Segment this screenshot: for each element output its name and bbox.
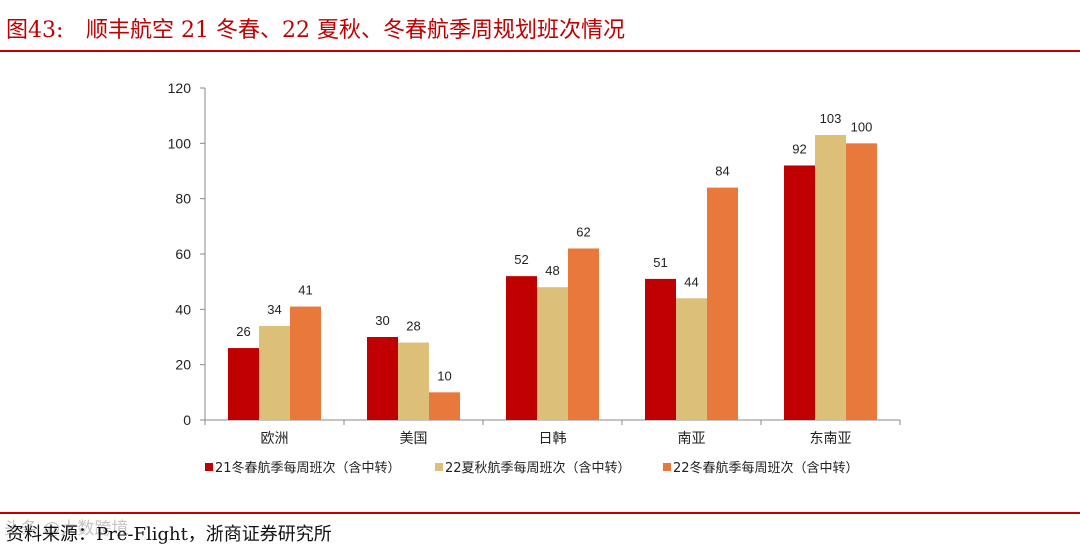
y-tick-label: 60: [175, 246, 191, 262]
data-label: 41: [298, 283, 312, 298]
data-label: 26: [236, 324, 250, 339]
source-note: 资料来源：Pre-Flight，浙商证券研究所: [6, 524, 332, 545]
data-label: 100: [851, 119, 873, 134]
y-tick-label: 120: [168, 80, 192, 96]
bar: [398, 342, 429, 420]
x-category-label: 日韩: [539, 431, 567, 447]
data-label: 48: [545, 263, 559, 278]
figure-number: 图43:: [6, 18, 64, 43]
y-tick-label: 0: [183, 412, 191, 428]
data-label: 103: [820, 111, 842, 126]
legend-swatch: [435, 463, 443, 471]
data-label: 62: [576, 224, 590, 239]
data-label: 84: [715, 164, 729, 179]
top-rule: [0, 50, 1080, 52]
bar-chart: 0 20 40 60 80 100 120 欧洲 美国 日韩 南亚 东南亚 26 34 41 30 28 10 5…: [168, 80, 901, 476]
data-label: 92: [792, 141, 806, 156]
y-tick-label: 100: [168, 135, 192, 151]
x-category-label: 美国: [400, 431, 428, 447]
data-label: 52: [514, 252, 528, 267]
chart-axes: 0 20 40 60 80 100 120 欧洲 美国 日韩 南亚 东南亚: [168, 80, 901, 447]
bottom-rule: [0, 512, 1080, 514]
bar: [367, 337, 398, 420]
x-category-label: 南亚: [678, 431, 706, 447]
bar: [707, 187, 738, 420]
x-category-label: 欧洲: [261, 431, 289, 447]
y-tick-label: 80: [175, 191, 191, 207]
bar: [846, 143, 877, 421]
bar: [537, 287, 568, 420]
legend-swatch: [663, 463, 671, 471]
data-label: 51: [653, 255, 667, 270]
bar: [228, 348, 259, 420]
data-label: 44: [684, 274, 698, 289]
bar: [429, 392, 460, 420]
watermark: 头条 @大数跨境: [4, 519, 129, 539]
chart-data-labels: 26 34 41 30 28 10 52 48 62 51 44 84 92 103 100: [236, 111, 872, 383]
legend-swatch: [205, 463, 213, 471]
data-label: 30: [375, 313, 389, 328]
chart-legend: 21冬春航季每周班次（含中转） 22夏秋航季每周班次（含中转） 22冬春航季每周班次…: [205, 460, 859, 476]
y-tick-label: 40: [175, 301, 191, 317]
figure-title: 顺丰航空 21 冬春、22 夏秋、冬春航季周规划班次情况: [86, 18, 625, 43]
figure-caption: 图43: 顺丰航空 21 冬春、22 夏秋、冬春航季周规划班次情况: [6, 8, 625, 48]
x-category-label: 东南亚: [810, 431, 852, 447]
data-label: 34: [267, 302, 281, 317]
data-label: 28: [406, 319, 420, 334]
legend-label: 22夏秋航季每周班次（含中转）: [445, 460, 631, 476]
bar: [506, 276, 537, 420]
legend-label: 22冬春航季每周班次（含中转）: [673, 460, 859, 476]
y-tick-label: 20: [175, 357, 191, 373]
legend-label: 21冬春航季每周班次（含中转）: [215, 460, 401, 476]
bar: [815, 135, 846, 421]
chart-bars: [228, 135, 877, 421]
bar: [568, 248, 599, 420]
bar: [259, 325, 290, 420]
data-label: 10: [437, 368, 451, 383]
bar: [676, 298, 707, 420]
bar: [290, 306, 321, 420]
bar: [784, 165, 815, 420]
bar: [645, 278, 676, 420]
